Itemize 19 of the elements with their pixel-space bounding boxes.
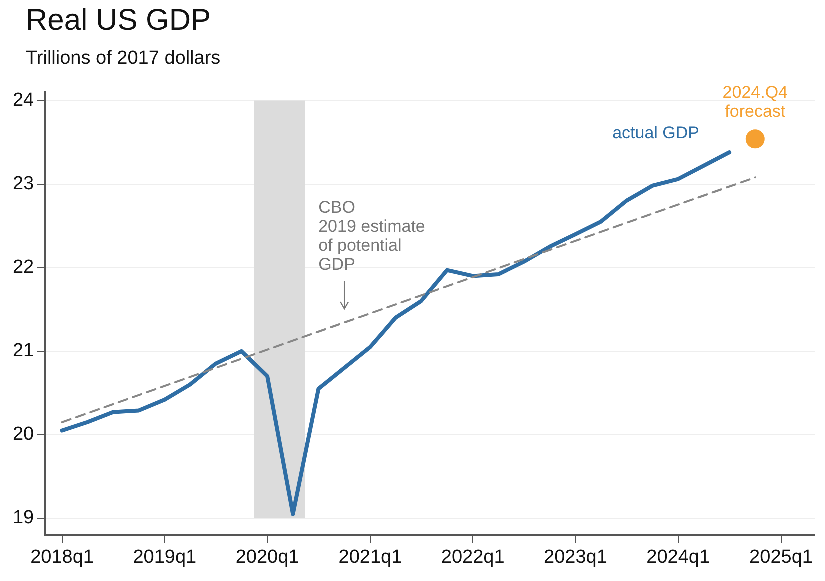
x-tick-label: 2022q1	[441, 546, 505, 568]
series-label: actual GDP	[612, 124, 700, 143]
y-tick-label: 24	[12, 90, 35, 111]
y-tick-label: 23	[12, 174, 34, 195]
y-tick-label: 19	[12, 508, 34, 529]
x-tick-label: 2020q1	[236, 546, 300, 568]
chart-title: Real US GDP	[26, 4, 212, 38]
y-tick-label: 21	[12, 340, 34, 362]
x-tick-label: 2024q1	[646, 546, 710, 568]
chart-subtitle: Trillions of 2017 dollars	[26, 48, 221, 70]
annotation: CBO 2019 estimate of potential GDP	[318, 198, 426, 274]
y-tick-label: 22	[12, 257, 34, 278]
x-tick-label: 2019q1	[133, 546, 197, 568]
x-tick-label: 2018q1	[30, 546, 94, 568]
x-tick-label: 2025q1	[750, 546, 813, 568]
series-label: 2024.Q4 forecast	[722, 83, 788, 122]
x-tick-label: 2023q1	[544, 546, 608, 568]
x-tick-label: 2021q1	[338, 546, 402, 568]
y-tick-label: 20	[12, 424, 34, 446]
